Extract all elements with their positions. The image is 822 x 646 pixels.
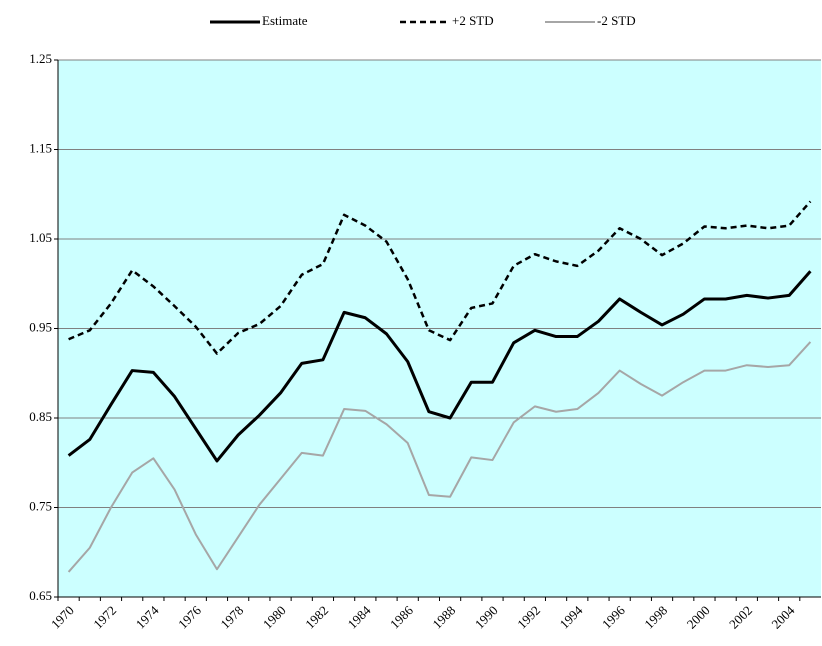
series-line: [67, 270, 812, 463]
series-line: [67, 341, 812, 573]
x-tick-label: 1970: [48, 603, 77, 632]
x-tick-label: 1976: [175, 602, 204, 631]
legend-label: +2 STD: [452, 13, 494, 28]
x-tick-label: 1990: [472, 603, 501, 632]
x-tick-label: 1980: [260, 603, 289, 632]
y-tick-label: 1.15: [29, 140, 52, 155]
x-tick-label: 1992: [514, 603, 543, 632]
x-tick-label: 2002: [726, 603, 755, 632]
y-tick-label: 0.85: [29, 409, 52, 424]
y-tick-label: 0.75: [29, 498, 52, 513]
x-tick-label: 1998: [641, 603, 670, 632]
x-tick-label: 2000: [684, 603, 713, 632]
legend-label: -2 STD: [597, 13, 636, 28]
x-tick-label: 1994: [557, 602, 586, 631]
x-tick-label: 1982: [302, 603, 331, 632]
x-tick-label: 1996: [599, 602, 628, 631]
y-tick-label: 1.05: [29, 230, 52, 245]
series-line: [68, 200, 812, 355]
x-tick-label: 1972: [90, 603, 119, 632]
x-tick-label: 1984: [345, 602, 374, 631]
x-tick-label: 1988: [429, 603, 458, 632]
x-tick-label: 2004: [768, 602, 797, 631]
y-tick-label: 1.25: [29, 51, 52, 66]
x-tick-label: 1986: [387, 602, 416, 631]
x-tick-label: 1978: [217, 603, 246, 632]
y-tick-label: 0.95: [29, 319, 52, 334]
x-tick-label: 1974: [133, 602, 162, 631]
y-tick-label: 0.65: [29, 588, 52, 603]
legend-label: Estimate: [262, 13, 308, 28]
